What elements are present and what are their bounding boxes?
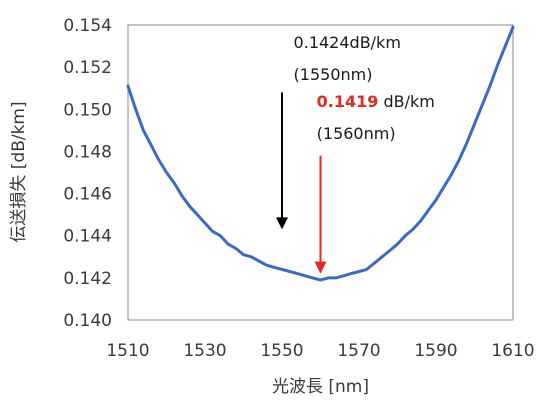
x-tick-label: 1510 [106,341,149,361]
annotation-highlight-value: 0.1419 [317,92,379,111]
x-tick-label: 1570 [337,341,380,361]
x-tick-label: 1590 [414,341,457,361]
y-tick-label: 0.144 [63,227,112,247]
annotations-layer: 0.1424dB/km (1550nm) 0.1419 dB/km (1560nm) [276,33,435,274]
annotation-1560-wavelength: (1560nm) [317,124,396,143]
x-tick-label: 1530 [183,341,226,361]
y-tick-label: 0.150 [63,100,112,120]
annotation-unit: dB/km [378,92,434,111]
y-tick-label: 0.146 [63,185,112,205]
series-layer [126,25,515,282]
y-tick-label: 0.142 [63,269,112,289]
y-tick-label: 0.148 [63,142,112,162]
annotation-1560-value: 0.1419 dB/km [317,92,435,111]
x-tick-label: 1610 [491,341,534,361]
y-axis-ticks: 0.140 0.142 0.144 0.146 0.148 0.150 0.152 0.154 [63,16,112,331]
y-tick-label: 0.140 [63,311,112,331]
x-tick-label: 1550 [260,341,303,361]
y-axis-title: 伝送損失 [dB/km] [9,101,29,242]
annotation-arrow-head [276,217,288,230]
annotation-1550-value: 0.1424dB/km [294,33,401,52]
y-tick-label: 0.152 [63,58,112,78]
x-axis-title: 光波長 [nm] [272,377,369,397]
annotation-1550-wavelength: (1550nm) [294,65,373,84]
x-axis-ticks: 1510 1530 1550 1570 1590 1610 [106,341,534,361]
y-tick-label: 0.154 [63,16,112,36]
annotation-arrow-head [314,261,327,274]
plot-frame [127,24,514,321]
